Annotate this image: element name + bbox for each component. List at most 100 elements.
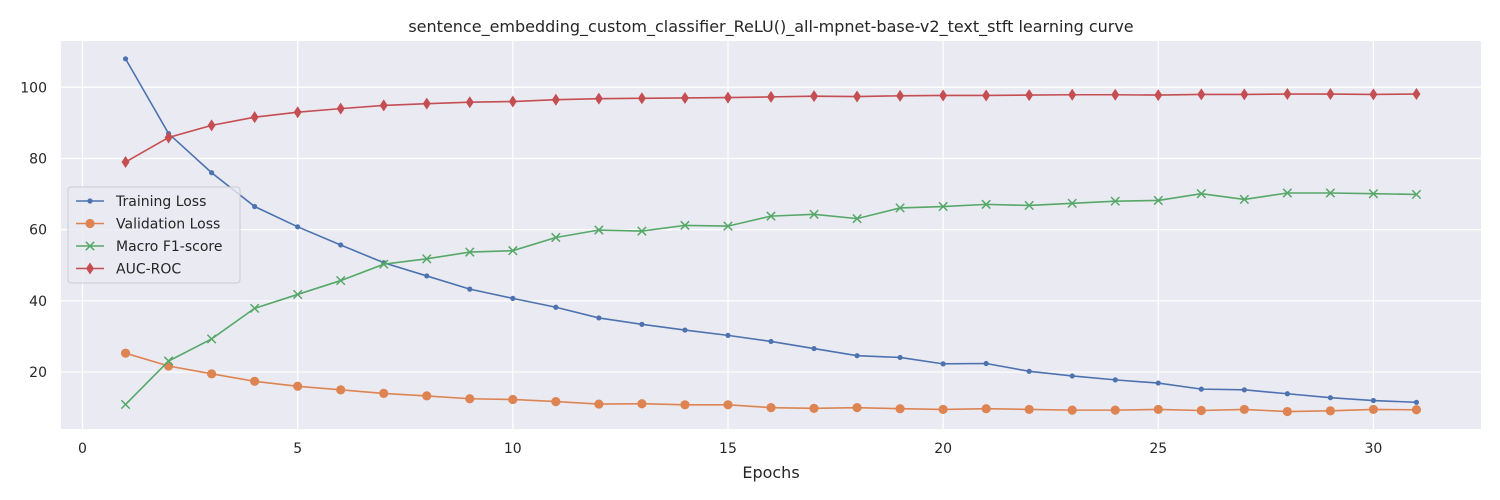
data-point bbox=[1197, 88, 1206, 101]
series-auc-roc bbox=[121, 88, 1421, 169]
legend-item: Validation Loss bbox=[76, 217, 220, 233]
data-point bbox=[120, 348, 131, 358]
legend-label: Macro F1-score bbox=[116, 239, 222, 255]
data-point bbox=[467, 286, 473, 292]
data-point bbox=[206, 334, 217, 344]
data-point bbox=[378, 259, 389, 269]
data-point bbox=[1024, 200, 1034, 211]
data-point bbox=[1068, 88, 1077, 101]
data-point bbox=[1413, 399, 1420, 405]
data-point bbox=[465, 96, 474, 109]
data-point bbox=[422, 254, 432, 264]
data-point bbox=[508, 95, 517, 108]
data-point bbox=[335, 275, 346, 286]
y-tick-label: 20 bbox=[29, 365, 47, 381]
data-point bbox=[551, 232, 561, 243]
y-tick-label: 60 bbox=[29, 223, 47, 239]
data-point bbox=[508, 245, 518, 256]
data-point bbox=[767, 90, 775, 103]
data-point bbox=[121, 156, 130, 169]
data-point bbox=[295, 224, 301, 230]
data-point bbox=[551, 93, 560, 106]
data-point bbox=[1411, 189, 1422, 200]
data-point bbox=[1067, 198, 1077, 209]
data-point bbox=[938, 404, 948, 415]
data-point bbox=[1282, 188, 1293, 198]
x-tick-label: 25 bbox=[1149, 441, 1167, 457]
data-point bbox=[680, 400, 690, 410]
data-point bbox=[897, 354, 903, 361]
data-point bbox=[336, 102, 345, 115]
legend-label: Training Loss bbox=[115, 194, 206, 210]
data-point bbox=[250, 376, 260, 386]
series-validation-loss bbox=[120, 348, 1422, 417]
data-point bbox=[163, 356, 174, 366]
data-point bbox=[723, 221, 733, 231]
data-point bbox=[594, 225, 604, 235]
x-tick-label: 30 bbox=[1365, 441, 1383, 457]
data-point bbox=[939, 89, 948, 102]
data-point bbox=[811, 345, 817, 352]
data-point bbox=[422, 391, 432, 401]
data-point bbox=[1283, 88, 1292, 101]
x-tick-label: 15 bbox=[719, 441, 737, 457]
x-tick-label: 0 bbox=[78, 441, 87, 457]
data-point bbox=[982, 89, 991, 102]
y-tick-label: 40 bbox=[29, 294, 47, 310]
data-point bbox=[1325, 406, 1335, 416]
data-point bbox=[895, 404, 905, 414]
data-point bbox=[209, 170, 215, 176]
x-axis-label: Epochs bbox=[742, 463, 799, 482]
legend-item: AUC-ROC bbox=[76, 262, 181, 278]
data-point bbox=[981, 199, 991, 210]
data-point bbox=[852, 403, 862, 413]
data-point bbox=[422, 97, 431, 110]
data-point bbox=[1153, 195, 1164, 206]
data-point bbox=[553, 304, 559, 310]
data-point bbox=[1024, 404, 1034, 415]
data-point bbox=[249, 303, 260, 314]
legend-label: Validation Loss bbox=[116, 217, 220, 233]
data-point bbox=[723, 400, 733, 410]
legend-item: Macro F1-score bbox=[76, 239, 222, 255]
data-point bbox=[1112, 377, 1118, 383]
data-point bbox=[250, 111, 259, 124]
data-point bbox=[1153, 404, 1163, 415]
data-point bbox=[207, 119, 216, 132]
data-point bbox=[424, 273, 430, 279]
data-point bbox=[1370, 397, 1377, 404]
data-point bbox=[1198, 386, 1204, 392]
data-point bbox=[1327, 395, 1333, 401]
x-tick-label: 10 bbox=[504, 441, 522, 457]
data-point bbox=[682, 327, 688, 333]
data-point bbox=[252, 203, 258, 210]
data-point bbox=[1412, 88, 1421, 101]
data-point bbox=[1196, 405, 1206, 416]
data-point bbox=[465, 394, 475, 404]
data-point bbox=[809, 209, 819, 220]
series-training-loss bbox=[122, 56, 1420, 405]
legend: Training Loss Validation Loss Macro F1-sco… bbox=[67, 186, 241, 284]
data-point bbox=[292, 289, 303, 300]
data-point bbox=[120, 399, 131, 410]
data-point bbox=[639, 321, 645, 327]
data-point bbox=[809, 403, 819, 413]
data-point bbox=[1069, 373, 1075, 379]
data-point bbox=[122, 56, 129, 62]
y-tick-label: 100 bbox=[20, 80, 47, 96]
data-point bbox=[336, 385, 346, 395]
series-macro-f1-score bbox=[120, 188, 1422, 410]
data-point bbox=[465, 247, 475, 257]
data-point bbox=[293, 106, 302, 119]
data-point bbox=[1368, 188, 1379, 199]
data-point bbox=[594, 92, 603, 105]
data-point bbox=[1240, 88, 1249, 101]
data-point bbox=[940, 361, 946, 367]
data-point bbox=[1241, 387, 1247, 393]
data-point bbox=[981, 404, 991, 414]
data-point bbox=[895, 203, 905, 213]
data-point bbox=[810, 90, 819, 103]
data-point bbox=[1326, 88, 1335, 101]
data-point bbox=[551, 396, 561, 407]
